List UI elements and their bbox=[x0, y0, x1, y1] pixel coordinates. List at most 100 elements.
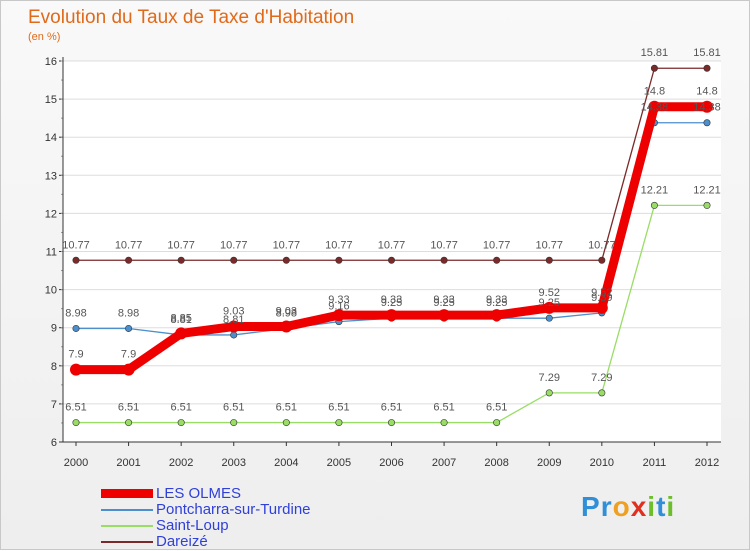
data-point bbox=[230, 331, 238, 339]
data-label: 10.77 bbox=[220, 239, 248, 251]
data-label: 6.51 bbox=[433, 402, 454, 414]
data-label: 9.25 bbox=[433, 297, 454, 309]
data-label: 8.81 bbox=[223, 314, 244, 326]
y-tick-label: 9 bbox=[51, 323, 57, 335]
data-point bbox=[385, 309, 398, 322]
y-tick-label: 10 bbox=[45, 285, 57, 297]
x-tick-label: 2002 bbox=[169, 457, 193, 469]
data-label: 9.16 bbox=[328, 301, 349, 313]
data-label: 7.9 bbox=[68, 349, 83, 361]
legend-label: Saint-Loup bbox=[156, 517, 229, 534]
data-point bbox=[545, 256, 553, 264]
data-point bbox=[230, 419, 238, 427]
data-label: 9.33 bbox=[433, 294, 454, 306]
data-label: 9.39 bbox=[591, 292, 612, 304]
legend-label: Pontcharra-sur-Turdine bbox=[156, 501, 311, 518]
data-label: 10.77 bbox=[378, 239, 406, 251]
data-label: 10.77 bbox=[62, 239, 90, 251]
data-label: 15.81 bbox=[641, 47, 669, 59]
logo-letter: r bbox=[600, 491, 613, 522]
data-label: 10.77 bbox=[115, 239, 143, 251]
data-label: 12.21 bbox=[641, 184, 669, 196]
data-point bbox=[440, 256, 448, 264]
data-label: 6.51 bbox=[170, 402, 191, 414]
data-point bbox=[282, 419, 290, 427]
data-point bbox=[332, 309, 345, 322]
data-point bbox=[72, 419, 80, 427]
unit-label: (en %) bbox=[28, 31, 61, 43]
data-label: 7.29 bbox=[539, 372, 560, 384]
y-tick-label: 15 bbox=[45, 94, 57, 106]
data-label: 10.77 bbox=[325, 239, 353, 251]
data-label: 8.85 bbox=[170, 312, 191, 324]
data-point bbox=[703, 64, 711, 72]
data-point bbox=[125, 324, 133, 332]
x-tick-label: 2003 bbox=[222, 457, 246, 469]
y-tick-label: 6 bbox=[51, 437, 57, 449]
y-tick-label: 16 bbox=[45, 56, 57, 68]
data-point bbox=[335, 419, 343, 427]
legend-swatch bbox=[101, 525, 153, 527]
data-point bbox=[70, 363, 82, 376]
series-lines bbox=[70, 64, 713, 427]
data-labels: 7.9 7.98.859.03 9.039.33 9.33 9.33 9.339.52 9.… bbox=[62, 47, 721, 413]
x-tick-label: 2012 bbox=[695, 457, 719, 469]
data-point bbox=[703, 201, 711, 209]
data-point bbox=[280, 320, 293, 333]
data-label: 12.21 bbox=[693, 184, 721, 196]
logo-letter: i bbox=[647, 491, 657, 522]
data-point bbox=[438, 309, 451, 322]
data-point bbox=[177, 419, 185, 427]
x-tick-label: 2000 bbox=[64, 457, 88, 469]
y-tick-label: 13 bbox=[45, 170, 57, 182]
data-point bbox=[72, 324, 80, 332]
data-label: 8.81 bbox=[170, 314, 191, 326]
logo-letter: P bbox=[581, 491, 601, 522]
data-point bbox=[545, 389, 553, 397]
x-tick-label: 2005 bbox=[327, 457, 351, 469]
logo-letter: i bbox=[666, 491, 676, 522]
data-point bbox=[493, 256, 501, 264]
x-tick-label: 2006 bbox=[379, 457, 403, 469]
data-point bbox=[125, 419, 133, 427]
data-label: 9.25 bbox=[539, 297, 560, 309]
x-tick-label: 2001 bbox=[116, 457, 140, 469]
legend-label: Dareizé bbox=[156, 533, 208, 550]
x-tick-label: 2008 bbox=[484, 457, 508, 469]
data-label: 6.51 bbox=[276, 402, 297, 414]
data-label: 8.98 bbox=[65, 307, 86, 319]
data-point bbox=[650, 201, 658, 209]
x-tick-label: 2004 bbox=[274, 457, 298, 469]
data-label: 6.51 bbox=[118, 402, 139, 414]
data-label: 14.8 bbox=[644, 86, 665, 98]
data-label: 10.77 bbox=[167, 239, 195, 251]
data-label: 9.33 bbox=[328, 294, 349, 306]
data-label: 14.38 bbox=[641, 102, 669, 114]
logo-letter: t bbox=[656, 491, 667, 522]
legend-label: LES OLMES bbox=[156, 485, 242, 502]
data-point bbox=[440, 419, 448, 427]
data-point bbox=[177, 256, 185, 264]
data-point bbox=[387, 419, 395, 427]
data-label: 10.77 bbox=[483, 239, 511, 251]
data-label: 6.51 bbox=[223, 402, 244, 414]
legend-swatch bbox=[101, 489, 153, 498]
data-label: 6.51 bbox=[381, 402, 402, 414]
x-tick-label: 2010 bbox=[590, 457, 614, 469]
x-tick-label: 2011 bbox=[643, 457, 667, 469]
data-point bbox=[227, 320, 240, 333]
data-label: 9.52 bbox=[539, 287, 560, 299]
data-point bbox=[490, 309, 503, 322]
data-label: 9.03 bbox=[223, 306, 244, 318]
data-point bbox=[335, 256, 343, 264]
legend-swatch bbox=[101, 541, 153, 543]
data-label: 14.8 bbox=[696, 86, 717, 98]
data-label: 6.51 bbox=[486, 402, 507, 414]
data-point bbox=[595, 301, 608, 314]
legend-swatch bbox=[101, 509, 153, 511]
data-label: 8.98 bbox=[276, 307, 297, 319]
data-label: 10.77 bbox=[430, 239, 458, 251]
data-label: 14.38 bbox=[693, 102, 721, 114]
data-label: 10.77 bbox=[535, 239, 563, 251]
data-label: 10.77 bbox=[588, 239, 616, 251]
